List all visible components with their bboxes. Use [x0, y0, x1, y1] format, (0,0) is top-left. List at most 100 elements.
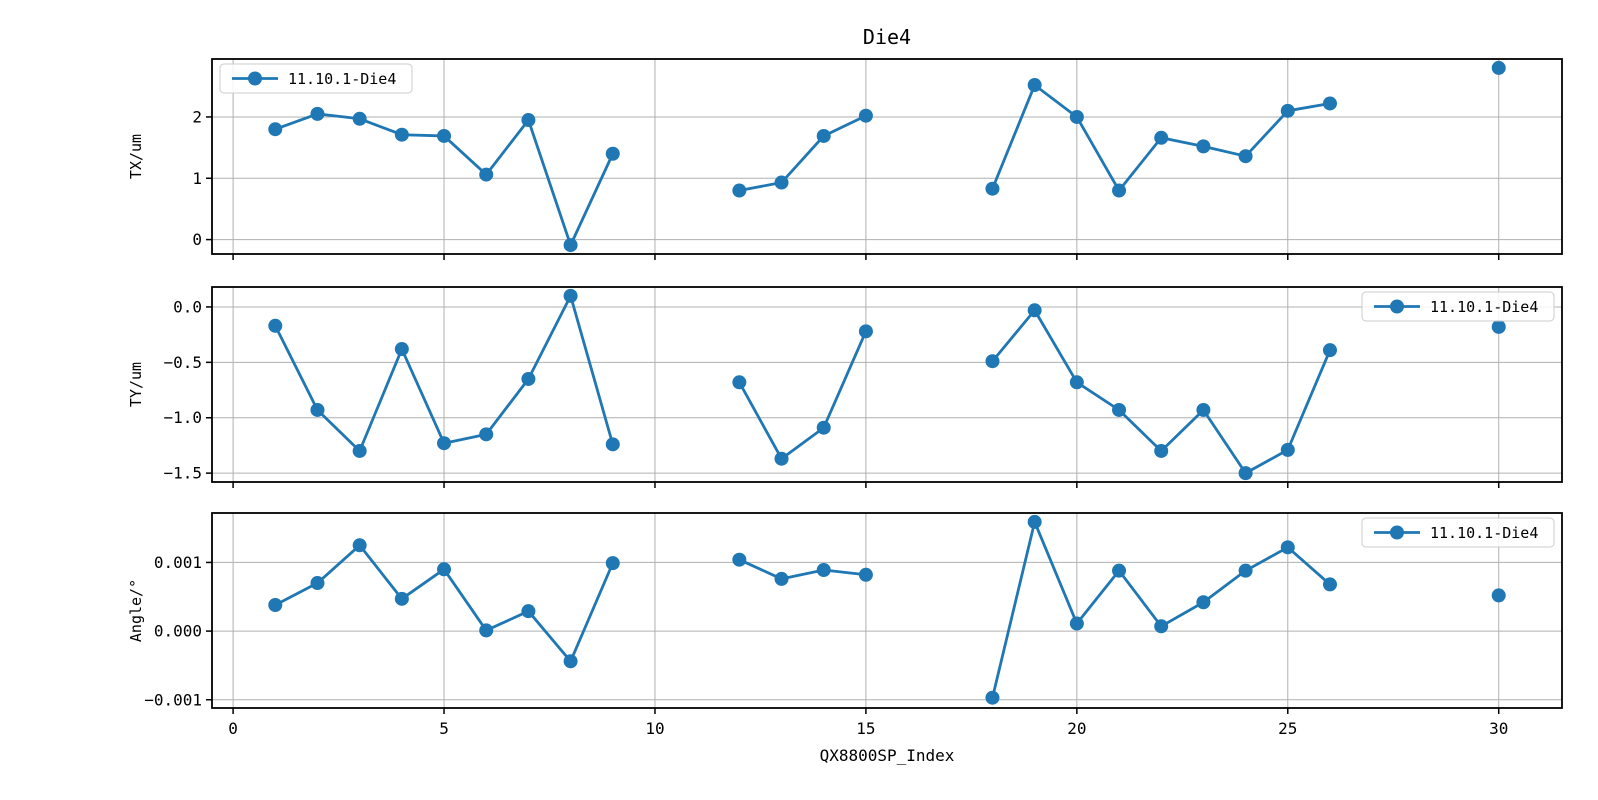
x-tick-label: 0 [228, 719, 238, 738]
data-point [1196, 402, 1211, 417]
data-point [1196, 595, 1211, 610]
data-point [605, 556, 620, 571]
data-point [268, 122, 283, 137]
x-tick-label: 5 [439, 719, 449, 738]
subplots: 210TX/um11.10.1-Die40.0−0.5−1.0−1.5TY/um… [127, 58, 1563, 738]
data-point [1112, 183, 1127, 198]
data-point [479, 167, 494, 182]
data-point [268, 598, 283, 613]
data-point [1280, 103, 1295, 118]
x-tick-label: 15 [856, 719, 875, 738]
data-point [774, 451, 789, 466]
data-point [563, 654, 578, 669]
data-point [1154, 130, 1169, 145]
x-tick-label: 20 [1067, 719, 1086, 738]
subplot-ty: 0.0 −0.5 −1.0 −1.5 TY/um 11.10.1-Die4 [127, 286, 1563, 488]
y-tick-label: −0.5 [163, 353, 202, 372]
x-tick-label: 30 [1489, 719, 1508, 738]
data-point [521, 371, 536, 386]
legend-label: 11.10.1-Die4 [1430, 298, 1538, 316]
plot-border [211, 58, 1563, 255]
y-tick-label: 0.001 [154, 553, 202, 572]
data-point [816, 128, 831, 143]
x-tick-label: 10 [645, 719, 664, 738]
data-point [479, 623, 494, 638]
data-point [394, 127, 409, 142]
plot-border [211, 512, 1563, 709]
y-axis-label: TY/um [127, 362, 145, 407]
data-point [563, 238, 578, 253]
data-point [1491, 60, 1506, 75]
data-point [1069, 616, 1084, 631]
data-line [991, 520, 1332, 700]
data-point [605, 146, 620, 161]
data-point [1027, 303, 1042, 318]
data-point [816, 420, 831, 435]
data-point [1027, 514, 1042, 529]
legend-label: 11.10.1-Die4 [1430, 524, 1538, 542]
data-point [310, 402, 325, 417]
data-point [521, 113, 536, 128]
data-point [1238, 466, 1253, 481]
data-point [1280, 442, 1295, 457]
y-tick-label: 0.000 [154, 622, 202, 641]
data-point [1154, 619, 1169, 634]
data-point [437, 562, 452, 577]
data-point [1112, 402, 1127, 417]
data-point [1491, 319, 1506, 334]
data-point [858, 324, 873, 339]
data-point [1322, 96, 1337, 111]
y-tick-label: 2 [192, 107, 202, 126]
data-point [858, 108, 873, 123]
data-point [858, 567, 873, 582]
y-tick-label: −1.5 [163, 464, 202, 483]
y-tick-label: −1.0 [163, 408, 202, 427]
data-line [737, 558, 868, 581]
data-point [605, 437, 620, 452]
x-tick-label: 25 [1278, 719, 1297, 738]
data-point [268, 318, 283, 333]
data-point [563, 288, 578, 303]
data-point [479, 427, 494, 442]
legend-marker-icon [1390, 525, 1404, 540]
data-point [732, 183, 747, 198]
subplot-tx: 2 1 0 TX/um 11.10.1-Die4 [127, 58, 1563, 260]
data-point [1027, 78, 1042, 93]
data-point [394, 591, 409, 606]
y-tick-label: −0.001 [144, 690, 202, 709]
y-axis-label: Angle/° [127, 579, 145, 642]
legend: 11.10.1-Die4 [1361, 517, 1555, 548]
data-point [310, 106, 325, 121]
data-point [1322, 343, 1337, 358]
data-line [737, 329, 868, 461]
data-point [985, 181, 1000, 196]
data-line [737, 114, 868, 192]
data-point [1196, 139, 1211, 154]
plot-border [211, 286, 1563, 483]
data-point [352, 111, 367, 126]
data-point [1238, 149, 1253, 164]
data-point [985, 690, 1000, 705]
subplot-angle: 0 5 10 15 20 25 30 0.001 0.000 −0.001 Angle/° 11.10… [127, 512, 1563, 738]
data-point [437, 436, 452, 451]
legend-marker-icon [1390, 299, 1404, 314]
legend-box [1361, 517, 1555, 548]
legend: 11.10.1-Die4 [219, 63, 413, 94]
data-point [521, 604, 536, 619]
data-point [1069, 109, 1084, 124]
data-point [1154, 443, 1169, 458]
legend: 11.10.1-Die4 [1361, 291, 1555, 322]
y-tick-label: 1 [192, 169, 202, 188]
y-tick-label: 0.0 [173, 297, 202, 316]
data-point [774, 571, 789, 586]
legend-box [219, 63, 413, 94]
data-point [774, 175, 789, 190]
data-point [732, 375, 747, 390]
y-axis-label: TX/um [127, 134, 145, 179]
data-point [437, 128, 452, 143]
figure-title: Die4 [863, 25, 911, 49]
legend-box [1361, 291, 1555, 322]
x-axis-label: QX8800SP_Index [820, 746, 955, 765]
